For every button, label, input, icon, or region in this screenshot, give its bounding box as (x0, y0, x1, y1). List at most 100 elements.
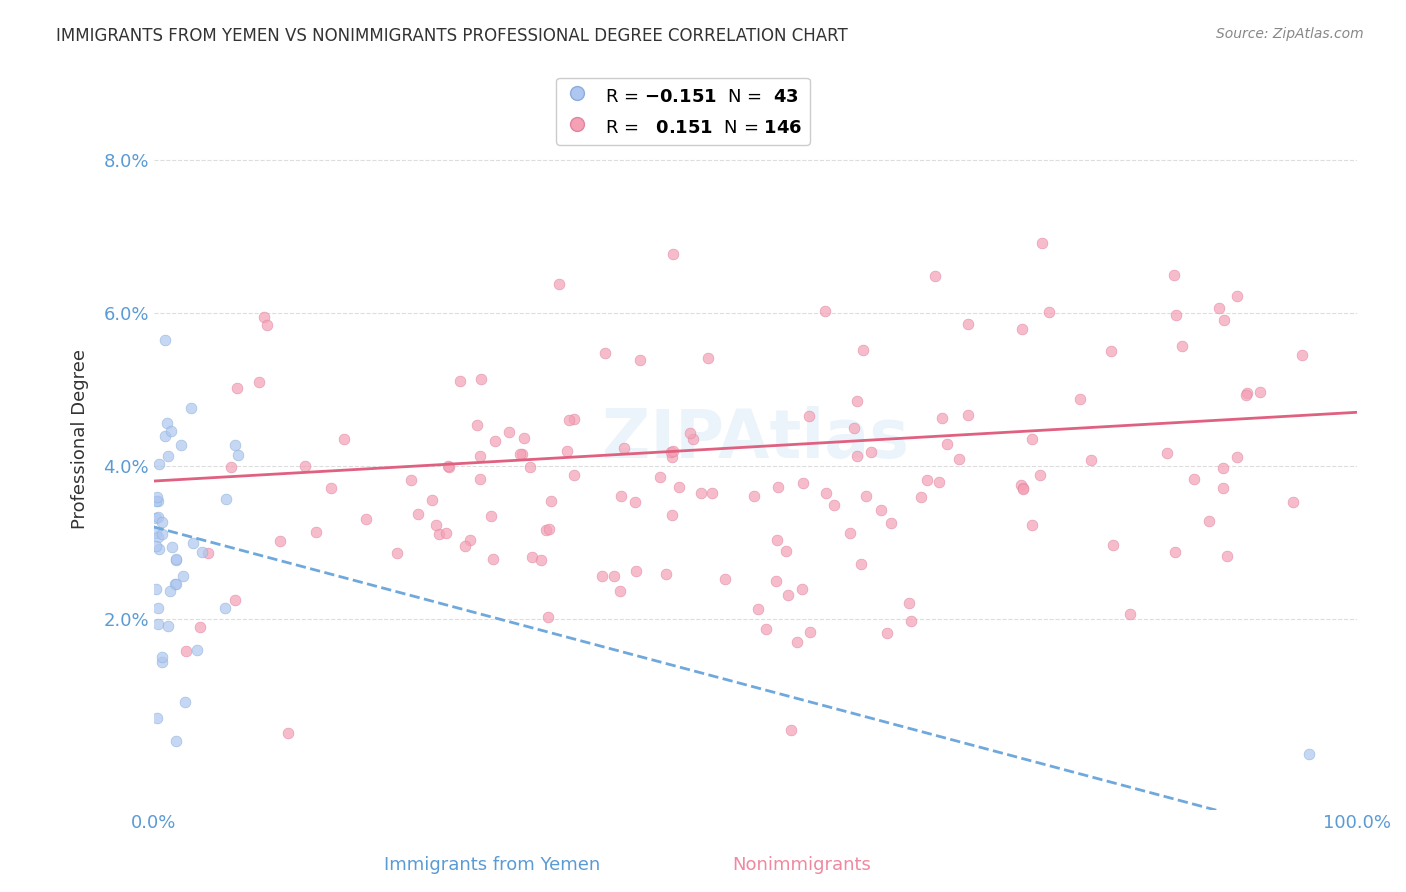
Point (956, 317, 979, 331)
Point (659, 444, 682, 458)
Point (165, 553, 187, 567)
Text: Immigrants from Yemen: Immigrants from Yemen (384, 856, 600, 874)
Point (510, 447, 533, 461)
Point (1198, 514, 1220, 528)
Point (1212, 461, 1234, 475)
Point (226, 448, 249, 462)
Point (1213, 312, 1236, 326)
Point (849, 557, 872, 571)
Point (148, 510, 170, 524)
Point (224, 438, 246, 452)
Point (484, 434, 506, 448)
Point (153, 333, 176, 347)
Point (519, 460, 541, 475)
Point (845, 393, 868, 408)
Point (1226, 289, 1249, 303)
Point (662, 246, 685, 260)
Point (1298, 747, 1320, 761)
Point (180, 401, 202, 415)
Point (150, 515, 173, 529)
Point (319, 481, 342, 495)
Point (434, 525, 457, 540)
Point (215, 491, 238, 506)
Point (156, 416, 179, 430)
Point (188, 620, 211, 634)
Point (437, 460, 460, 475)
Point (513, 431, 536, 445)
Point (146, 494, 169, 508)
Point (1226, 450, 1249, 464)
Point (183, 536, 205, 550)
Point (799, 625, 821, 640)
Point (1208, 301, 1230, 315)
Point (224, 593, 246, 607)
Point (948, 451, 970, 466)
Legend: R = $\mathbf{-0.151}$  N =  $\mathbf{43}$, R =   $\mathbf{0.151}$  N = $\mathbf{: R = $\mathbf{-0.151}$ N = $\mathbf{43}$,… (557, 78, 810, 145)
Point (479, 509, 502, 524)
Point (1212, 481, 1234, 495)
Point (1012, 481, 1035, 495)
Point (146, 601, 169, 615)
Point (465, 418, 488, 433)
Point (1021, 432, 1043, 446)
Point (333, 432, 356, 446)
Point (165, 577, 187, 591)
Point (159, 584, 181, 599)
Point (1099, 344, 1122, 359)
Point (145, 539, 167, 553)
Point (956, 408, 979, 422)
Point (595, 346, 617, 360)
Point (792, 582, 814, 596)
Point (530, 553, 553, 567)
Point (859, 445, 882, 459)
Point (170, 438, 193, 452)
Point (786, 634, 808, 648)
Point (252, 310, 274, 324)
Point (256, 318, 278, 332)
Point (1236, 386, 1258, 401)
Point (555, 444, 578, 458)
Point (775, 544, 797, 558)
Point (846, 450, 869, 464)
Point (157, 449, 180, 463)
Point (1031, 235, 1053, 250)
Point (547, 277, 569, 291)
Point (145, 582, 167, 596)
Point (150, 526, 173, 541)
Point (624, 495, 647, 509)
Point (778, 588, 800, 602)
Point (1171, 339, 1194, 353)
Point (148, 457, 170, 471)
Point (747, 602, 769, 616)
Point (482, 552, 505, 566)
Point (742, 490, 765, 504)
Y-axis label: Professional Degree: Professional Degree (72, 349, 89, 529)
Text: Nonimmigrants: Nonimmigrants (733, 856, 870, 874)
Point (1102, 538, 1125, 552)
Point (924, 269, 946, 284)
Point (766, 479, 789, 493)
Point (226, 381, 249, 395)
Point (648, 470, 671, 484)
Point (1069, 392, 1091, 406)
Point (150, 656, 173, 670)
Point (214, 601, 236, 615)
Point (1021, 518, 1043, 533)
Point (842, 421, 865, 435)
Point (145, 511, 167, 525)
Point (197, 546, 219, 560)
Text: IMMIGRANTS FROM YEMEN VS NONIMMIGRANTS PROFESSIONAL DEGREE CORRELATION CHART: IMMIGRANTS FROM YEMEN VS NONIMMIGRANTS P… (56, 27, 848, 45)
Point (498, 425, 520, 440)
Point (1118, 607, 1140, 621)
Point (823, 498, 845, 512)
Point (460, 533, 482, 547)
Point (609, 584, 631, 599)
Point (792, 475, 814, 490)
Point (679, 425, 702, 440)
Point (852, 343, 875, 357)
Point (146, 710, 169, 724)
Point (399, 473, 422, 487)
Point (174, 644, 197, 658)
Point (931, 411, 953, 425)
Point (1038, 305, 1060, 319)
